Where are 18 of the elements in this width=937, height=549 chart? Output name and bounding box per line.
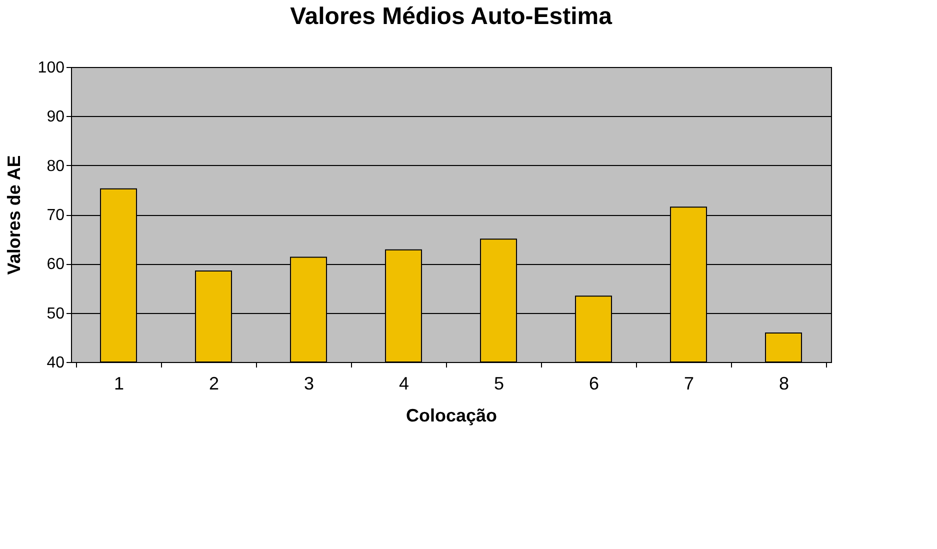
x-tick-label: 5 xyxy=(494,374,504,394)
x-tick-label: 4 xyxy=(398,374,410,394)
x-tick-label: 3 xyxy=(304,374,314,394)
y-tick-label: 80 xyxy=(46,158,65,175)
y-tick-label: 50 xyxy=(46,305,65,322)
x-axis-title: Colocação xyxy=(406,406,498,426)
x-tick-label: 2 xyxy=(208,374,220,394)
y-tick-label: 40 xyxy=(46,354,65,372)
chart-title: Valores Médios Auto-Estima xyxy=(290,3,613,30)
y-tick-label: 60 xyxy=(46,256,65,274)
y-axis-title: Valores de AE xyxy=(4,155,24,275)
x-tick-label: 8 xyxy=(778,374,790,394)
x-tick-label: 7 xyxy=(684,374,694,394)
y-tick-label: 70 xyxy=(46,207,65,224)
x-tick-label: 6 xyxy=(588,374,600,394)
y-tick-label: 100 xyxy=(38,60,65,76)
x-tick-label: 1 xyxy=(114,374,124,394)
y-tick-label: 90 xyxy=(46,108,65,126)
